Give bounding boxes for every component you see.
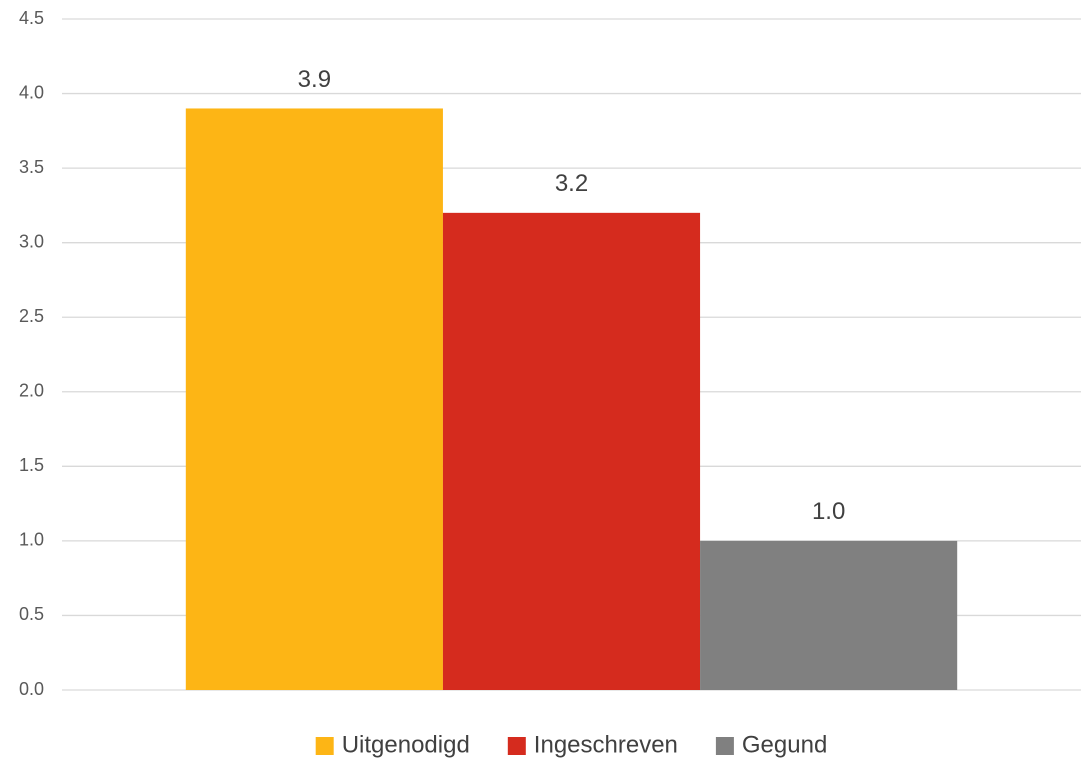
y-tick-label: 3.0: [19, 231, 44, 251]
legend-label: Gegund: [742, 731, 827, 758]
y-tick-label: 3.5: [19, 157, 44, 177]
y-tick-label: 2.0: [19, 381, 44, 401]
y-tick-label: 2.5: [19, 306, 44, 326]
legend-swatch: [315, 737, 334, 755]
bar: [700, 540, 958, 690]
y-tick-label: 1.5: [19, 455, 44, 475]
data-label: 1.0: [812, 498, 845, 525]
legend-label: Uitgenodigd: [342, 731, 470, 758]
legend-item: Ingeschreven: [507, 731, 678, 758]
bar: [442, 212, 701, 690]
legend-item: Gegund: [715, 731, 827, 758]
legend-swatch: [507, 737, 526, 755]
legend-label: Ingeschreven: [534, 731, 678, 758]
legend-item: Uitgenodigd: [315, 731, 470, 758]
y-tick-label: 4.5: [19, 8, 44, 28]
y-tick-label: 1.0: [19, 530, 44, 550]
data-label: 3.9: [298, 66, 331, 93]
y-tick-label: 0.5: [19, 604, 44, 624]
data-label: 3.2: [555, 170, 588, 197]
y-tick-label: 4.0: [19, 82, 44, 102]
legend-swatch: [715, 737, 734, 755]
y-tick-label: 0.0: [19, 679, 44, 699]
bar: [185, 108, 443, 690]
